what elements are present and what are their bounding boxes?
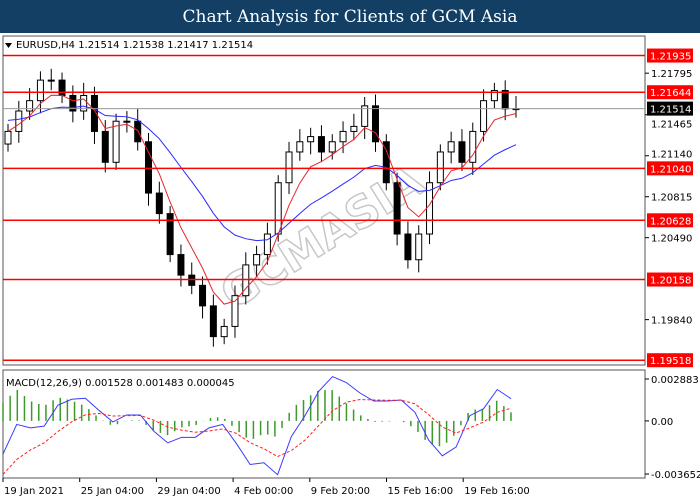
candle-body [393, 182, 401, 235]
candle-body [436, 151, 444, 184]
dropdown-triangle-icon[interactable] [5, 43, 12, 48]
candle-body [501, 89, 509, 110]
candle-body [361, 105, 369, 127]
level-label: 1.21935 [650, 52, 691, 63]
candle-body [15, 110, 23, 132]
candle-body [36, 79, 44, 102]
price-pane-frame [2, 35, 646, 366]
x-tick-label: 15 Feb 16:00 [388, 486, 454, 497]
x-tick-label: 25 Jan 04:00 [81, 486, 144, 497]
x-tick-label: 29 Jan 04:00 [157, 486, 220, 497]
level-label: 1.21644 [650, 88, 691, 99]
macd-label: MACD(12,26,9) 0.001528 0.001483 0.000045 [6, 378, 235, 389]
level-label-box [647, 48, 693, 63]
level-label-box [647, 85, 693, 100]
candle-body [328, 141, 336, 153]
macd-y-tick-label: 0.002883 [651, 375, 699, 386]
x-tick-label: 19 Feb 16:00 [464, 486, 530, 497]
y-tick-label: 1.20815 [651, 193, 692, 204]
y-tick-label: 1.20490 [651, 234, 692, 245]
macd-pane: 0.002883 0.00 -0.003652 19 Jan 2021 25 Jan 0… [2, 369, 700, 497]
current-price-label: 1.21514 [650, 105, 691, 116]
candle-body [58, 79, 66, 96]
candle-body [220, 325, 228, 338]
candle-body [26, 100, 34, 112]
candle-body [47, 79, 55, 82]
candle-body [263, 233, 271, 256]
candle-body [123, 120, 131, 123]
level-label: 1.21040 [650, 164, 691, 175]
chart-title: Chart Analysis for Clients of GCM Asia [0, 0, 700, 33]
candle-body [177, 254, 185, 276]
candle-body [490, 89, 498, 102]
level-label: 1.20628 [650, 216, 691, 227]
candle-body [371, 105, 379, 143]
candle-body [404, 233, 412, 261]
candle-body [112, 120, 120, 163]
x-tick-label: 9 Feb 20:00 [311, 486, 370, 497]
level-label: 1.20158 [650, 276, 691, 287]
candle-body [296, 141, 304, 153]
level-label-box [647, 272, 693, 287]
candle-body [317, 136, 325, 153]
candle-body [447, 141, 455, 153]
y-tick-label: 1.21465 [651, 120, 692, 131]
level-label: 1.19518 [650, 356, 691, 367]
candle-body [4, 130, 12, 145]
candle-body [231, 295, 239, 327]
current-price-box [647, 101, 693, 116]
candle-body [199, 284, 207, 307]
candle-body [242, 264, 250, 297]
candle-body [469, 130, 477, 163]
macd-y-tick-label: -0.003652 [651, 470, 700, 481]
candle-body [145, 141, 153, 194]
x-tick-label: 19 Jan 2021 [4, 486, 64, 497]
candle-body [274, 182, 282, 235]
macd-main-line [2, 375, 512, 476]
candle-body [339, 130, 347, 143]
candle-body [69, 94, 77, 112]
candle-body [209, 305, 217, 338]
candle-body [307, 136, 315, 143]
candle-body [480, 100, 488, 132]
candle-body [350, 125, 358, 132]
candle-body [80, 94, 88, 112]
macd-signal-line [2, 399, 512, 475]
candle-body [458, 141, 466, 163]
macd-y-tick-label: 0.00 [651, 417, 673, 428]
level-label-box [647, 353, 693, 368]
symbol-info: EURUSD,H4 1.21514 1.21538 1.21417 1.2151… [16, 40, 253, 51]
candle-body [101, 130, 109, 163]
candle-body [382, 141, 390, 184]
y-tick-label: 1.21140 [651, 149, 692, 160]
y-tick-label: 1.19840 [651, 316, 692, 327]
level-label-box [647, 161, 693, 176]
candle-body [415, 233, 423, 261]
candle-body [90, 94, 98, 132]
candle-body [253, 254, 261, 266]
candle-body [155, 192, 163, 215]
candle-body [166, 213, 174, 256]
price-pane: GCMASIA1.217951.214651.211401.208151.204… [2, 35, 693, 368]
level-label-box [647, 213, 693, 228]
candle-body [285, 151, 293, 184]
y-tick-label: 1.21795 [651, 69, 692, 80]
x-tick-label: 4 Feb 00:00 [234, 486, 293, 497]
